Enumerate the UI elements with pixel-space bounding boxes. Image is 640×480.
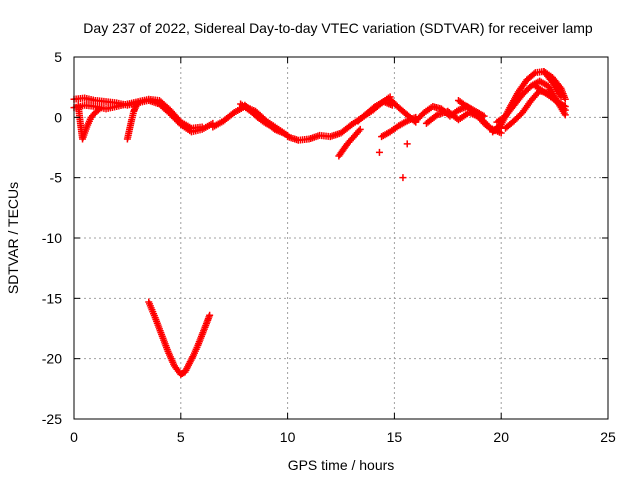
y-tick-label: -10: [42, 230, 62, 246]
data-point: [279, 129, 287, 137]
series-track-slant: [241, 101, 281, 133]
chart-title: Day 237 of 2022, Sidereal Day-to-day VTE…: [83, 20, 593, 36]
series-track-stub: [123, 99, 142, 143]
data-point: [480, 112, 488, 120]
y-tick-label: -25: [42, 411, 62, 427]
data-marks: [70, 67, 569, 378]
y-axis-label: SDTVAR / TECUs: [5, 182, 21, 294]
x-tick-label: 15: [387, 429, 403, 445]
series-track-v: [145, 298, 214, 378]
series-track-arc-4: [531, 82, 569, 110]
data-point: [375, 148, 383, 156]
x-tick-label: 5: [177, 429, 185, 445]
y-tick-label: 0: [54, 109, 62, 125]
series-track-arc-5: [540, 67, 569, 103]
data-point: [560, 102, 568, 110]
y-tick-label: -5: [50, 170, 63, 186]
data-point: [206, 311, 214, 319]
data-point: [561, 95, 569, 103]
data-point: [134, 99, 142, 107]
x-tick-label: 20: [493, 429, 509, 445]
series-track-rise-2: [354, 98, 396, 125]
y-tick-label: 5: [54, 49, 62, 65]
series-outliers: [375, 140, 411, 182]
data-point: [273, 125, 281, 133]
data-point: [198, 123, 206, 131]
x-tick-label: 25: [600, 429, 616, 445]
x-tick-label: 10: [280, 429, 296, 445]
data-point: [403, 140, 411, 148]
axis-ticks: 0 5 10 15 20 25 -25 -20 -15 -10 -5 0 5: [42, 49, 616, 445]
series-track-bump-c: [454, 96, 488, 120]
series-track-trough: [284, 121, 356, 144]
data-point: [399, 174, 407, 182]
series-track-trough-low: [335, 125, 364, 160]
data-point: [530, 70, 538, 78]
y-tick-label: -15: [42, 290, 62, 306]
data-point: [356, 125, 364, 133]
data-point: [497, 129, 505, 137]
data-point: [561, 102, 569, 110]
data-point: [96, 105, 104, 113]
y-tick-label: -20: [42, 351, 62, 367]
data-point: [94, 106, 102, 114]
series-track-dip-early: [74, 101, 104, 143]
grid-layer: [74, 57, 608, 419]
x-axis-label: GPS time / hours: [288, 457, 395, 473]
x-tick-label: 0: [70, 429, 78, 445]
